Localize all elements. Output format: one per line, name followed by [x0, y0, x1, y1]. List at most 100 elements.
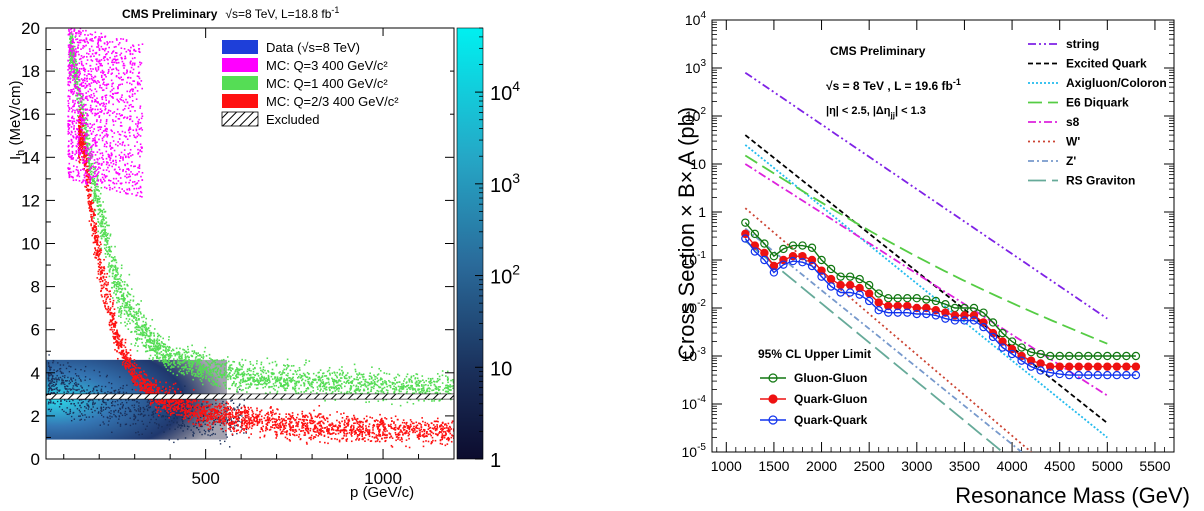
data-point [66, 385, 68, 387]
mc-point [243, 421, 246, 424]
mc-point [352, 425, 355, 427]
mc-point [186, 404, 189, 406]
mc-point [109, 268, 112, 270]
mc-point [126, 366, 128, 368]
mc-point [283, 424, 285, 427]
mc-point [81, 147, 84, 150]
data-point [122, 385, 124, 387]
data-point [155, 423, 158, 425]
mc-point [155, 346, 158, 348]
mc-point [412, 431, 414, 434]
mc-point [319, 389, 321, 392]
mc-point [289, 369, 292, 372]
data-point [127, 406, 130, 409]
mc-point [322, 381, 325, 383]
mc-point [317, 434, 320, 437]
data-point [65, 400, 68, 402]
mc-point [178, 352, 181, 354]
mc-point [376, 434, 379, 437]
mc-point [381, 388, 383, 390]
mc-point [245, 427, 247, 430]
mc-point [132, 368, 134, 370]
mc-point [322, 382, 325, 385]
mc-point [353, 378, 355, 380]
data-point [60, 372, 63, 374]
mc-point [438, 378, 441, 381]
data-point [167, 416, 169, 418]
mc-point [118, 315, 120, 317]
mc-point [135, 330, 138, 333]
mc-point [165, 346, 167, 349]
mc-point [102, 218, 104, 220]
mc-point [73, 83, 76, 86]
mc-point [202, 369, 204, 372]
mc-point [219, 416, 222, 419]
mc-point [90, 173, 93, 175]
mc-point [276, 419, 278, 422]
mc-point [109, 311, 112, 314]
mc-point [148, 357, 151, 360]
mc-point [374, 378, 376, 381]
mc-point [367, 438, 370, 441]
mc-point [76, 83, 79, 85]
mc-point [371, 366, 373, 369]
mc-point [282, 370, 284, 372]
mc-point [74, 36, 77, 38]
mc-point [416, 430, 418, 433]
mc-point [319, 378, 321, 380]
mc-point [196, 363, 199, 365]
mc-point [397, 434, 400, 437]
mc-point [133, 372, 135, 375]
data-point [49, 368, 52, 371]
data-point [84, 365, 87, 368]
mc-point [215, 412, 217, 414]
data-point [112, 400, 114, 403]
mc-point [222, 382, 225, 384]
mc-point [275, 379, 278, 381]
mc-point [117, 273, 119, 275]
mc-point [284, 389, 287, 392]
mc-point [191, 405, 194, 407]
data-point [78, 415, 80, 417]
mc-point [89, 176, 92, 179]
mc-point [432, 380, 435, 383]
mc-point [206, 361, 209, 364]
mc-point [101, 209, 104, 212]
mc-point [416, 373, 419, 376]
mc-point [420, 391, 422, 393]
mc-point [273, 420, 276, 423]
mc-point [69, 70, 72, 73]
mc-point [236, 373, 238, 376]
data-point [112, 404, 114, 406]
mc-point [70, 61, 73, 64]
mc-point [426, 422, 429, 425]
mc-point [322, 372, 325, 374]
data-point [240, 407, 242, 410]
data-point [202, 415, 205, 417]
mc-point [232, 360, 234, 363]
mc-point [333, 425, 335, 427]
mc-point [119, 305, 122, 308]
mc-point [179, 355, 181, 358]
mc-point [80, 150, 83, 153]
mc-point [127, 351, 130, 354]
mc-point [338, 421, 341, 423]
mc-point [326, 370, 329, 373]
mc-point [252, 415, 255, 418]
mc-point [346, 415, 348, 418]
data-point [58, 389, 60, 392]
mc-point [136, 338, 138, 341]
mc-point [268, 378, 270, 380]
mc-point [336, 384, 338, 387]
mc-point [393, 422, 395, 425]
data-point [193, 425, 195, 428]
mc-point [103, 267, 106, 270]
data-point [83, 370, 86, 372]
mc-point [124, 281, 126, 283]
mc-point [439, 442, 442, 445]
mc-point [123, 297, 125, 299]
data-point [200, 416, 202, 419]
mc-point [322, 421, 324, 424]
mc-point [305, 376, 308, 378]
data-point [50, 378, 53, 381]
